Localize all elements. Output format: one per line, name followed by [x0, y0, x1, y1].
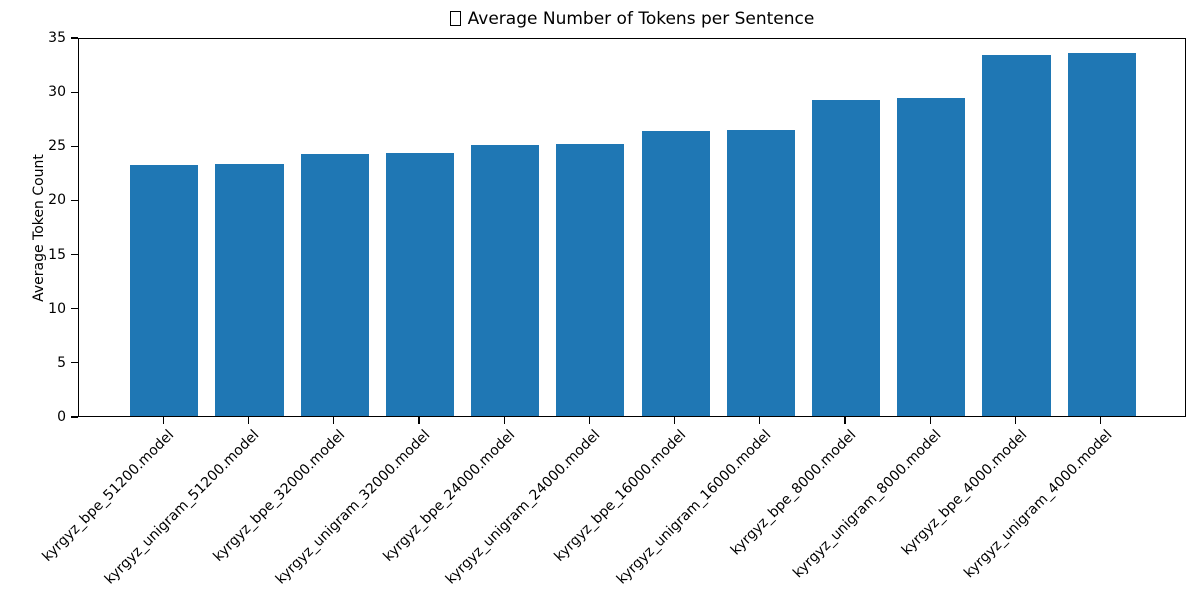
y-axis-label: Average Token Count: [31, 154, 47, 302]
x-tick-mark-kyrgyz_bpe_4000.model: [1014, 417, 1017, 424]
bar-kyrgyz_bpe_32000.model: [300, 153, 369, 416]
x-tick-mark-kyrgyz_bpe_16000.model: [674, 417, 676, 424]
y-tick-label-20: 20: [48, 192, 66, 209]
y-tick-mark-35: [71, 37, 78, 39]
y-tick-mark-15: [71, 253, 78, 256]
x-tick-mark-kyrgyz_unigram_4000.model: [1100, 417, 1102, 424]
bar-kyrgyz_bpe_8000.model: [811, 99, 881, 416]
x-tick-mark-kyrgyz_unigram_32000.model: [418, 417, 420, 424]
bar-kyrgyz_bpe_4000.model: [982, 55, 1051, 416]
bar-kyrgyz_bpe_16000.model: [641, 131, 710, 416]
bar-kyrgyz_bpe_51200.model: [130, 164, 199, 416]
x-tick-mark-kyrgyz_unigram_24000.model: [588, 417, 590, 424]
bar-kyrgyz_unigram_24000.model: [556, 144, 625, 416]
bar-kyrgyz_unigram_51200.model: [215, 163, 284, 416]
chart-title-text: Average Number of Tokens per Sentence: [467, 9, 815, 29]
x-tick-label-kyrgyz_unigram_51200.model: kyrgyz_unigram_51200.model: [102, 427, 263, 588]
x-tick-mark-kyrgyz_bpe_24000.model: [503, 417, 505, 424]
y-tick-mark-0: [71, 416, 78, 418]
bar-kyrgyz_unigram_16000.model: [726, 130, 795, 416]
y-tick-mark-30: [71, 91, 78, 93]
x-tick-label-kyrgyz_unigram_32000.model: kyrgyz_unigram_32000.model: [272, 427, 434, 588]
x-tick-mark-kyrgyz_bpe_51200.model: [162, 417, 164, 424]
plot-area: [78, 38, 1186, 417]
y-tick-label-5: 5: [57, 354, 66, 371]
y-tick-label-10: 10: [48, 300, 66, 317]
y-tick-label-0: 0: [57, 409, 66, 425]
x-tick-label-kyrgyz_unigram_8000.model: kyrgyz_unigram_8000.model: [790, 427, 945, 582]
x-tick-mark-kyrgyz_unigram_8000.model: [929, 417, 931, 424]
x-tick-mark-kyrgyz_unigram_16000.model: [759, 417, 761, 424]
y-tick-label-30: 30: [48, 84, 66, 101]
x-tick-label-kyrgyz_bpe_51200.model: kyrgyz_bpe_51200.model: [39, 427, 178, 565]
y-tick-mark-20: [71, 199, 78, 202]
x-tick-label-kyrgyz_unigram_16000.model: kyrgyz_unigram_16000.model: [613, 427, 775, 588]
x-tick-mark-kyrgyz_bpe_8000.model: [844, 417, 846, 424]
chart-title: Average Number of Tokens per Sentence: [78, 9, 1186, 29]
missing-glyph-icon: [449, 11, 461, 26]
bar-kyrgyz_unigram_32000.model: [385, 152, 454, 416]
x-tick-mark-kyrgyz_bpe_32000.model: [333, 417, 335, 424]
y-tick-label-25: 25: [48, 138, 66, 155]
y-tick-label-35: 35: [48, 30, 66, 46]
bar-kyrgyz_unigram_4000.model: [1067, 53, 1136, 416]
y-tick-label-15: 15: [48, 246, 66, 263]
bar-kyrgyz_unigram_8000.model: [897, 97, 966, 416]
y-tick-mark-10: [71, 308, 78, 310]
bar-kyrgyz_bpe_24000.model: [471, 145, 540, 416]
y-tick-mark-25: [71, 145, 78, 147]
y-tick-mark-5: [71, 362, 78, 364]
x-tick-mark-kyrgyz_unigram_51200.model: [247, 417, 250, 424]
x-tick-label-kyrgyz_unigram_24000.model: kyrgyz_unigram_24000.model: [443, 427, 604, 588]
x-tick-label-kyrgyz_unigram_4000.model: kyrgyz_unigram_4000.model: [960, 427, 1116, 582]
